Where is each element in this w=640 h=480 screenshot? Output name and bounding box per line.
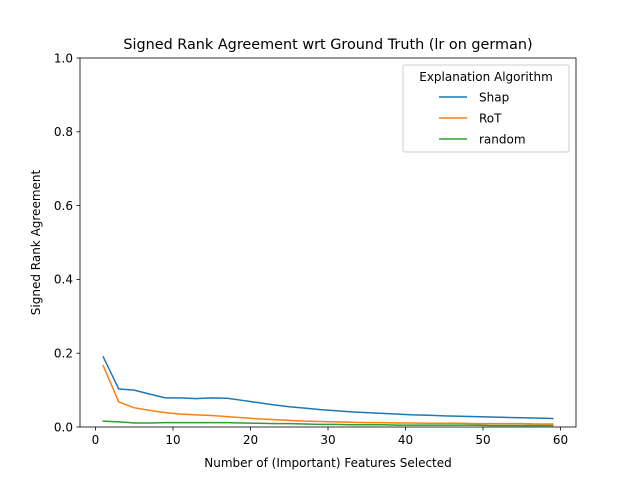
series-line-rot — [102, 364, 554, 425]
y-axis-label: Signed Rank Agreement — [29, 169, 43, 315]
x-tick-label: 20 — [243, 433, 258, 447]
y-tick-label: 0.0 — [54, 420, 73, 434]
legend-title: Explanation Algorithm — [419, 70, 553, 84]
x-tick-label: 10 — [165, 433, 180, 447]
series-line-shap — [102, 355, 554, 420]
y-tick-label: 0.2 — [54, 347, 73, 361]
x-tick-label: 50 — [475, 433, 490, 447]
series-line-random — [102, 420, 554, 427]
x-tick-label: 60 — [553, 433, 568, 447]
y-tick-label: 0.8 — [54, 125, 73, 139]
legend-label-rot: RoT — [479, 111, 502, 125]
legend: Explanation Algorithm Shap RoT random — [402, 64, 570, 153]
plot-frame — [79, 57, 577, 428]
y-tick-label: 1.0 — [54, 51, 73, 65]
y-tick-label: 0.6 — [54, 199, 73, 213]
y-tick-label: 0.4 — [54, 273, 73, 287]
legend-label-random: random — [479, 132, 526, 146]
x-axis-label: Number of (Important) Features Selected — [204, 456, 452, 470]
x-tick-label: 0 — [92, 433, 100, 447]
legend-label-shap: Shap — [479, 90, 509, 104]
x-tick-label: 30 — [320, 433, 335, 447]
chart-title: Signed Rank Agreement wrt Ground Truth (… — [123, 37, 532, 53]
plot-area — [102, 355, 554, 427]
x-tick-label: 40 — [398, 433, 413, 447]
axes: 0 10 20 30 40 50 60 0.0 0.2 0.4 0.6 0.8 1.0 — [54, 51, 568, 447]
legend-box — [402, 64, 570, 153]
